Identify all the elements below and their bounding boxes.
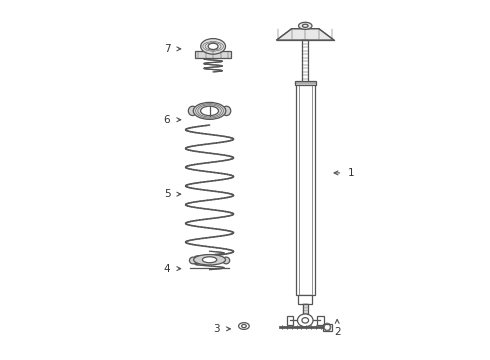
Bar <box>196 51 231 58</box>
Ellipse shape <box>188 106 197 116</box>
Bar <box>295 82 315 295</box>
Ellipse shape <box>200 106 219 116</box>
Ellipse shape <box>208 43 218 49</box>
Bar <box>287 316 293 325</box>
Bar <box>303 304 308 314</box>
Text: 2: 2 <box>334 327 341 337</box>
Ellipse shape <box>202 257 217 263</box>
Text: 5: 5 <box>164 189 171 199</box>
Text: 1: 1 <box>348 168 355 178</box>
Ellipse shape <box>194 255 225 265</box>
Ellipse shape <box>298 22 312 30</box>
Text: 4: 4 <box>164 264 171 274</box>
Bar <box>302 40 308 82</box>
Ellipse shape <box>201 39 225 54</box>
Ellipse shape <box>297 314 313 327</box>
Ellipse shape <box>222 257 230 264</box>
Ellipse shape <box>222 106 231 116</box>
Polygon shape <box>277 29 334 40</box>
Ellipse shape <box>190 257 196 264</box>
Bar <box>322 324 332 330</box>
Text: 3: 3 <box>213 324 220 334</box>
Bar <box>318 316 324 325</box>
Text: 6: 6 <box>164 115 171 125</box>
Text: 7: 7 <box>164 44 171 54</box>
Ellipse shape <box>239 323 249 329</box>
Ellipse shape <box>193 102 226 120</box>
Bar <box>298 295 312 304</box>
Bar <box>294 81 316 85</box>
